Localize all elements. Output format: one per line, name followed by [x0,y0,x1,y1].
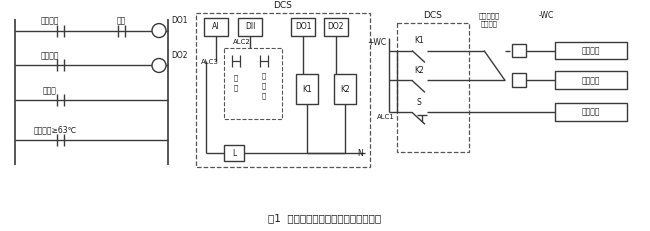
Text: DO2: DO2 [328,22,345,31]
Text: 油: 油 [262,72,266,79]
Text: DCS: DCS [274,1,292,10]
Bar [324,18,348,36]
Text: 温: 温 [234,84,238,91]
Text: K1: K1 [414,36,424,45]
Text: 图1  水泥磨主电动机启停回路原理示意: 图1 水泥磨主电动机启停回路原理示意 [268,213,382,223]
Text: +WC: +WC [367,38,387,47]
Bar [512,43,526,58]
Bar [512,73,526,87]
Text: 油压低: 油压低 [43,86,57,95]
Text: DO1: DO1 [171,16,187,25]
Bar [555,42,627,60]
Bar [397,23,469,152]
Bar [224,145,244,161]
Text: 集中合闸: 集中合闸 [582,46,600,55]
Text: 分闸指令: 分闸指令 [41,51,59,60]
Text: 集中分闸: 集中分闸 [582,76,600,85]
Text: DCS: DCS [424,11,443,20]
Text: 合闸指令: 合闸指令 [41,16,59,25]
Text: 辅助触点: 辅助触点 [481,20,498,27]
Text: AI: AI [213,22,220,31]
Text: ALC2: ALC2 [233,39,251,45]
Text: K2: K2 [340,85,350,94]
Text: L: L [232,149,236,158]
Text: -WC: -WC [538,11,554,20]
Text: K1: K1 [302,85,312,94]
Text: 小车断路器: 小车断路器 [479,12,500,19]
Bar [555,71,627,89]
Text: 连锁: 连锁 [116,16,125,25]
Circle shape [152,58,166,73]
Bar [334,74,356,104]
Bar [291,18,315,36]
Bar [204,18,228,36]
Bar [238,18,262,36]
Text: N: N [357,149,363,158]
Bar [224,48,282,119]
Text: K2: K2 [414,66,424,75]
Text: ALC1: ALC1 [377,114,395,120]
Text: 瓦: 瓦 [234,74,238,81]
Circle shape [152,24,166,38]
Text: 现场急停: 现场急停 [582,108,600,117]
Text: S: S [417,98,421,107]
Bar [296,74,318,104]
Text: 轴瓦温度≥63℃: 轴瓦温度≥63℃ [33,126,77,135]
Text: DO2: DO2 [171,51,187,60]
Text: DO1: DO1 [294,22,311,31]
Text: 压: 压 [262,82,266,89]
Text: 低: 低 [262,92,266,99]
Bar [555,103,627,121]
Bar [196,13,370,167]
Text: DII: DII [245,22,255,31]
Text: ALC3: ALC3 [201,59,219,65]
